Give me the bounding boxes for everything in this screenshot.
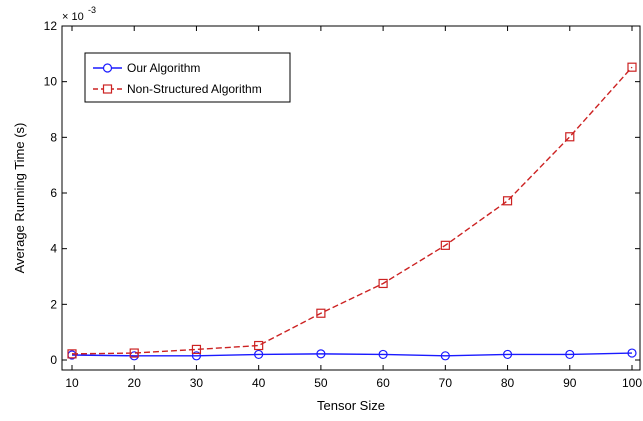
x-tick-label: 50 (314, 376, 328, 390)
legend-label: Non-Structured Algorithm (127, 82, 262, 96)
x-tick-label: 10 (65, 376, 79, 390)
legend-box (84, 52, 291, 103)
data-point (440, 240, 450, 250)
y-axis-label: Average Running Time (s) (12, 123, 27, 274)
y-tick-label: 8 (50, 130, 57, 144)
x-tick-label: 60 (376, 376, 390, 390)
data-point (378, 349, 388, 360)
data-point (502, 196, 513, 206)
data-point (316, 308, 326, 318)
x-tick-label: 20 (128, 376, 142, 390)
data-point (565, 132, 575, 142)
legend-marker (102, 63, 113, 73)
data-point (254, 340, 264, 351)
data-point (378, 278, 388, 289)
y-tick-label: 10 (44, 75, 58, 89)
series-layer (67, 62, 637, 361)
x-tick-label: 100 (622, 376, 642, 390)
data-point (502, 349, 513, 360)
x-axis: 10 20 30 40 50 60 70 80 90 100 (65, 26, 642, 390)
series-line (71, 352, 633, 357)
y-axis: 0 2 4 6 8 10 12 (44, 19, 640, 367)
data-point (440, 351, 450, 361)
data-point (627, 348, 637, 358)
y-tick-label: 2 (50, 297, 57, 311)
legend: Our Algorithm Non-Structured Algorithm (84, 52, 291, 103)
series-line (71, 66, 633, 355)
y-tick-label: 12 (44, 19, 58, 33)
data-point (627, 62, 637, 72)
y-multiplier-base: × 10 (62, 11, 84, 23)
y-tick-label: 0 (50, 353, 57, 367)
legend-label: Our Algorithm (127, 61, 200, 75)
x-tick-label: 90 (563, 376, 577, 390)
y-tick-label: 6 (50, 186, 57, 200)
legend-marker (102, 84, 113, 94)
x-tick-label: 40 (252, 376, 266, 390)
data-point (67, 349, 77, 359)
x-tick-label: 30 (190, 376, 204, 390)
data-point (316, 349, 326, 359)
x-axis-label: Tensor Size (317, 398, 385, 413)
y-multiplier-exponent: -3 (88, 5, 96, 15)
x-tick-label: 80 (501, 376, 515, 390)
data-point (254, 349, 264, 360)
data-point (565, 349, 575, 360)
x-tick-label: 70 (439, 376, 453, 390)
data-point (129, 348, 139, 358)
data-point (191, 351, 202, 361)
data-point (191, 344, 202, 355)
y-tick-label: 4 (50, 242, 57, 256)
